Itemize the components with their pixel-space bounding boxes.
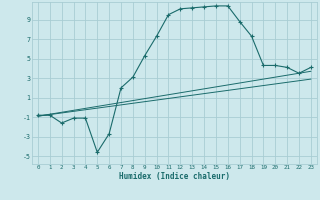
X-axis label: Humidex (Indice chaleur): Humidex (Indice chaleur)	[119, 172, 230, 181]
